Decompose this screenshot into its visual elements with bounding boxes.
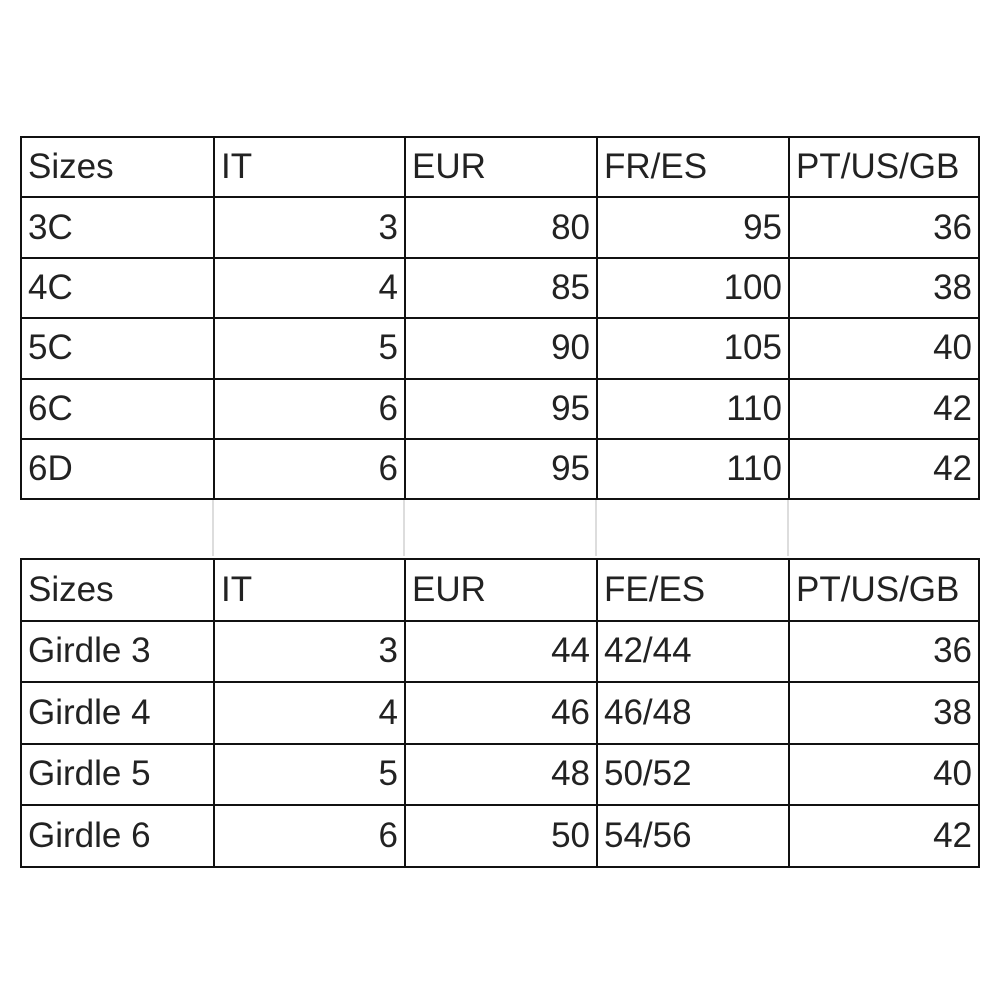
table-cell: 40 [788,317,980,380]
gap-grid-line [595,500,597,556]
gap-grid-line [403,500,405,556]
table-cell: Sizes [20,135,215,199]
table-cell: IT [213,558,406,622]
table-cell: 42 [788,437,980,501]
table-cell: 46/48 [596,681,790,745]
table-cell: FR/ES [596,135,790,199]
table-cell: 110 [596,437,790,501]
table-cell: 40 [788,742,980,806]
table-cell: 38 [788,681,980,745]
table-cell: 105 [596,317,790,380]
table-cell: PT/US/GB [788,135,980,199]
size-table: Sizes IT EUR FE/ES PT/US/GB Girdle 3 3 44 42/44 3… [20,558,980,868]
table-cell: 80 [404,196,598,259]
table-cell: 5 [213,742,406,806]
table-cell: 44 [404,619,598,683]
table-cell: 95 [596,196,790,259]
data-row: 6D 6 95 110 42 [20,437,980,501]
table-cell: 95 [404,377,598,440]
table-cell: EUR [404,558,598,622]
data-row: 5C 5 90 105 40 [20,317,980,380]
table-cell: 50/52 [596,742,790,806]
table-cell: 4C [20,256,215,320]
table-cell: Girdle 4 [20,681,215,745]
table-cell: 6D [20,437,215,501]
size-table: Sizes IT EUR FR/ES PT/US/GB 3C 3 80 95 36 4C 4 85 100… [20,135,980,501]
table-cell: 6 [213,437,406,501]
table-cell: 36 [788,619,980,683]
table-cell: Girdle 6 [20,804,215,868]
table-cell: EUR [404,135,598,199]
table-cell: 95 [404,437,598,501]
data-row: Girdle 5 5 48 50/52 40 [20,742,980,806]
data-row: 4C 4 85 100 38 [20,256,980,320]
table-cell: 6 [213,377,406,440]
table-cell: 42 [788,804,980,868]
data-row: 6C 6 95 110 42 [20,377,980,440]
table-cell: FE/ES [596,558,790,622]
table-cell: 3 [213,619,406,683]
table-cell: 4 [213,681,406,745]
table-cell: 50 [404,804,598,868]
table-cell: 110 [596,377,790,440]
table-cell: Girdle 3 [20,619,215,683]
table-cell: 6 [213,804,406,868]
gap-grid-line [787,500,789,556]
table-cell: 42 [788,377,980,440]
table-cell: 36 [788,196,980,259]
table-cell: 85 [404,256,598,320]
table-cell: 5C [20,317,215,380]
table-cell: 38 [788,256,980,320]
table-cell: 54/56 [596,804,790,868]
table-cell: 5 [213,317,406,380]
table-cell: 100 [596,256,790,320]
table-cell: IT [213,135,406,199]
table-cell: 46 [404,681,598,745]
header-row: Sizes IT EUR FE/ES PT/US/GB [20,558,980,622]
data-row: Girdle 3 3 44 42/44 36 [20,619,980,683]
data-row: Girdle 4 4 46 46/48 38 [20,681,980,745]
table-cell: 90 [404,317,598,380]
data-row: 3C 3 80 95 36 [20,196,980,259]
table-cell: Sizes [20,558,215,622]
table-cell: 4 [213,256,406,320]
gap-grid-line [212,500,214,556]
table-cell: Girdle 5 [20,742,215,806]
table-cell: 3 [213,196,406,259]
table-cell: 3C [20,196,215,259]
table-cell: 48 [404,742,598,806]
table-cell: 42/44 [596,619,790,683]
header-row: Sizes IT EUR FR/ES PT/US/GB [20,135,980,199]
table-cell: PT/US/GB [788,558,980,622]
table-cell: 6C [20,377,215,440]
data-row: Girdle 6 6 50 54/56 42 [20,804,980,868]
